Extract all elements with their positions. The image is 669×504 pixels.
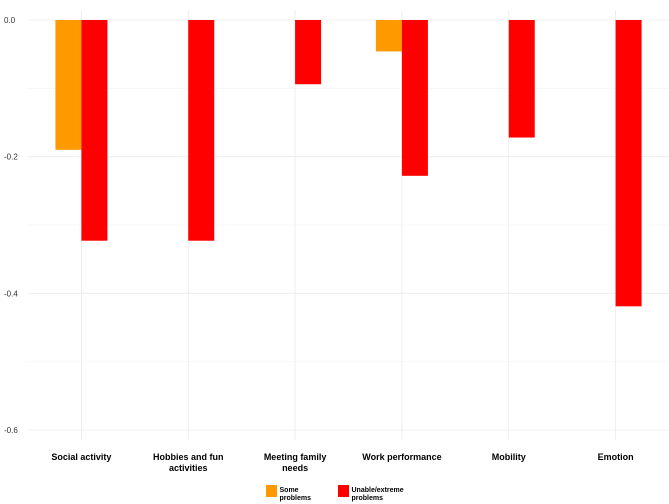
bars <box>55 20 642 307</box>
bar-unable-extreme-problems-5 <box>615 20 642 307</box>
legend-item-unable-extreme-problems: Unable/extreme problems <box>337 484 404 503</box>
x-tick-label: Work performance <box>362 452 441 462</box>
x-tick-label: Emotion <box>598 452 634 462</box>
bar-some-problems-3 <box>375 20 402 52</box>
y-tick-label: 0.0 <box>4 16 16 25</box>
x-tick-label: Hobbies and fun activities <box>153 452 224 473</box>
y-tick-label: -0.6 <box>4 426 18 435</box>
bar-unable-extreme-problems-2 <box>295 20 322 85</box>
y-tick-label: -0.2 <box>4 153 18 162</box>
legend-swatch-some-problems <box>265 485 277 497</box>
legend-label-unable-extreme-problems: Unable/extreme problems <box>351 487 404 502</box>
y-tick-label: -0.4 <box>4 289 18 298</box>
x-tick-label: Social activity <box>51 452 111 462</box>
bar-unable-extreme-problems-0 <box>81 20 108 241</box>
legend-label-some-problems: Some problems <box>279 487 312 502</box>
bar-unable-extreme-problems-1 <box>188 20 215 241</box>
bar-unable-extreme-problems-3 <box>401 20 428 176</box>
legend-swatch-unable-extreme-problems <box>337 485 349 497</box>
legend-item-some-problems: Some problems <box>265 484 332 503</box>
grid-lines <box>28 10 669 440</box>
legend: Some problems Unable/extreme problems <box>0 484 669 504</box>
x-tick-label: Meeting family needs <box>264 452 327 473</box>
bar-some-problems-0 <box>55 20 82 150</box>
x-axis-labels: Social activity Hobbies and fun activities… <box>51 452 633 473</box>
y-axis-ticks: 0.0 -0.2 -0.4 -0.6 <box>4 16 18 435</box>
bar-unable-extreme-problems-4 <box>508 20 535 138</box>
x-tick-label: Mobility <box>492 452 526 462</box>
